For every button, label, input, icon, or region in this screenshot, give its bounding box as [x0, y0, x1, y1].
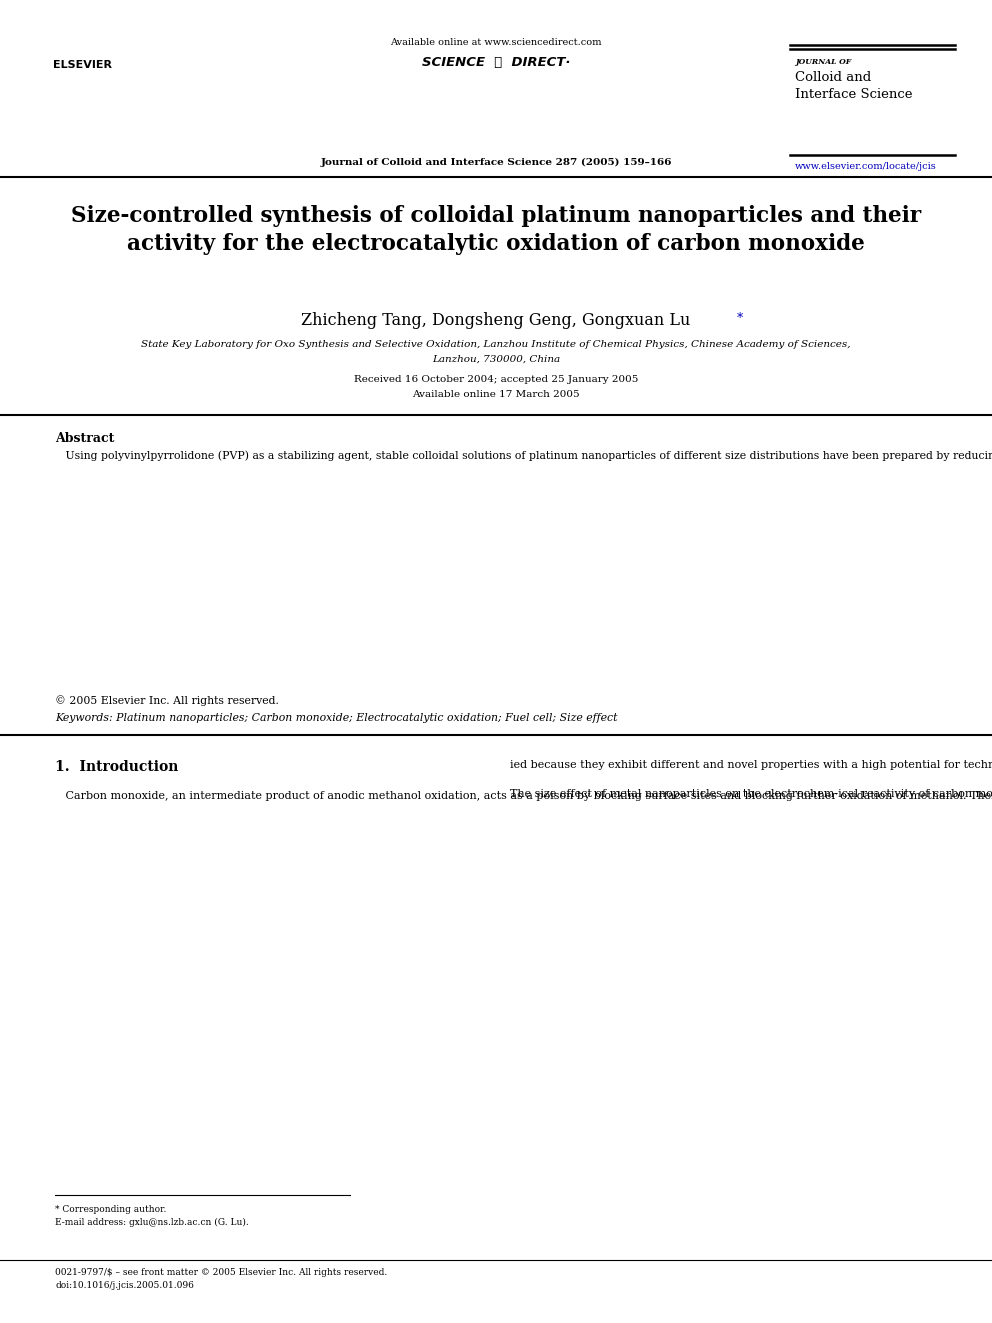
Text: Available online at www.sciencedirect.com: Available online at www.sciencedirect.co… [390, 38, 602, 48]
Text: SCIENCE  ⓓ  DIRECT·: SCIENCE ⓓ DIRECT· [422, 56, 570, 69]
Text: Carbon monoxide, an intermediate product of anodic methanol oxidation, acts as a: Carbon monoxide, an intermediate product… [55, 790, 992, 800]
Text: Interface Science: Interface Science [795, 89, 913, 101]
Text: Size-controlled synthesis of colloidal platinum nanoparticles and their
activity: Size-controlled synthesis of colloidal p… [71, 205, 921, 255]
Text: Lanzhou, 730000, China: Lanzhou, 730000, China [432, 355, 560, 364]
Text: Received 16 October 2004; accepted 25 January 2005: Received 16 October 2004; accepted 25 Ja… [354, 374, 638, 384]
Text: Keywords: Platinum nanoparticles; Carbon monoxide; Electrocatalytic oxidation; F: Keywords: Platinum nanoparticles; Carbon… [55, 713, 617, 722]
Text: ied because they exhibit different and novel properties with a high potential fo: ied because they exhibit different and n… [510, 759, 992, 799]
Text: Colloid and: Colloid and [795, 71, 871, 83]
Text: © 2005 Elsevier Inc. All rights reserved.: © 2005 Elsevier Inc. All rights reserved… [55, 695, 279, 705]
Text: 0021-9797/$ – see front matter © 2005 Elsevier Inc. All rights reserved.: 0021-9797/$ – see front matter © 2005 El… [55, 1267, 387, 1277]
Text: Abstract: Abstract [55, 433, 114, 445]
Text: 1.  Introduction: 1. Introduction [55, 759, 179, 774]
Text: doi:10.1016/j.jcis.2005.01.096: doi:10.1016/j.jcis.2005.01.096 [55, 1281, 193, 1290]
Text: E-mail address: gxlu@ns.lzb.ac.cn (G. Lu).: E-mail address: gxlu@ns.lzb.ac.cn (G. Lu… [55, 1218, 249, 1228]
Text: *: * [737, 312, 743, 325]
Text: ELSEVIER: ELSEVIER [53, 60, 111, 70]
Text: State Key Laboratory for Oxo Synthesis and Selective Oxidation, Lanzhou Institut: State Key Laboratory for Oxo Synthesis a… [141, 340, 851, 349]
Text: www.elsevier.com/locate/jcis: www.elsevier.com/locate/jcis [795, 161, 936, 171]
Text: Zhicheng Tang, Dongsheng Geng, Gongxuan Lu: Zhicheng Tang, Dongsheng Geng, Gongxuan … [302, 312, 690, 329]
Text: Journal of Colloid and Interface Science 287 (2005) 159–166: Journal of Colloid and Interface Science… [320, 157, 672, 167]
Text: Using polyvinylpyrrolidone (PVP) as a stabilizing agent, stable colloidal soluti: Using polyvinylpyrrolidone (PVP) as a st… [55, 450, 992, 460]
Text: JOURNAL OF: JOURNAL OF [795, 58, 851, 66]
Text: Available online 17 March 2005: Available online 17 March 2005 [413, 390, 579, 400]
Text: * Corresponding author.: * Corresponding author. [55, 1205, 167, 1215]
